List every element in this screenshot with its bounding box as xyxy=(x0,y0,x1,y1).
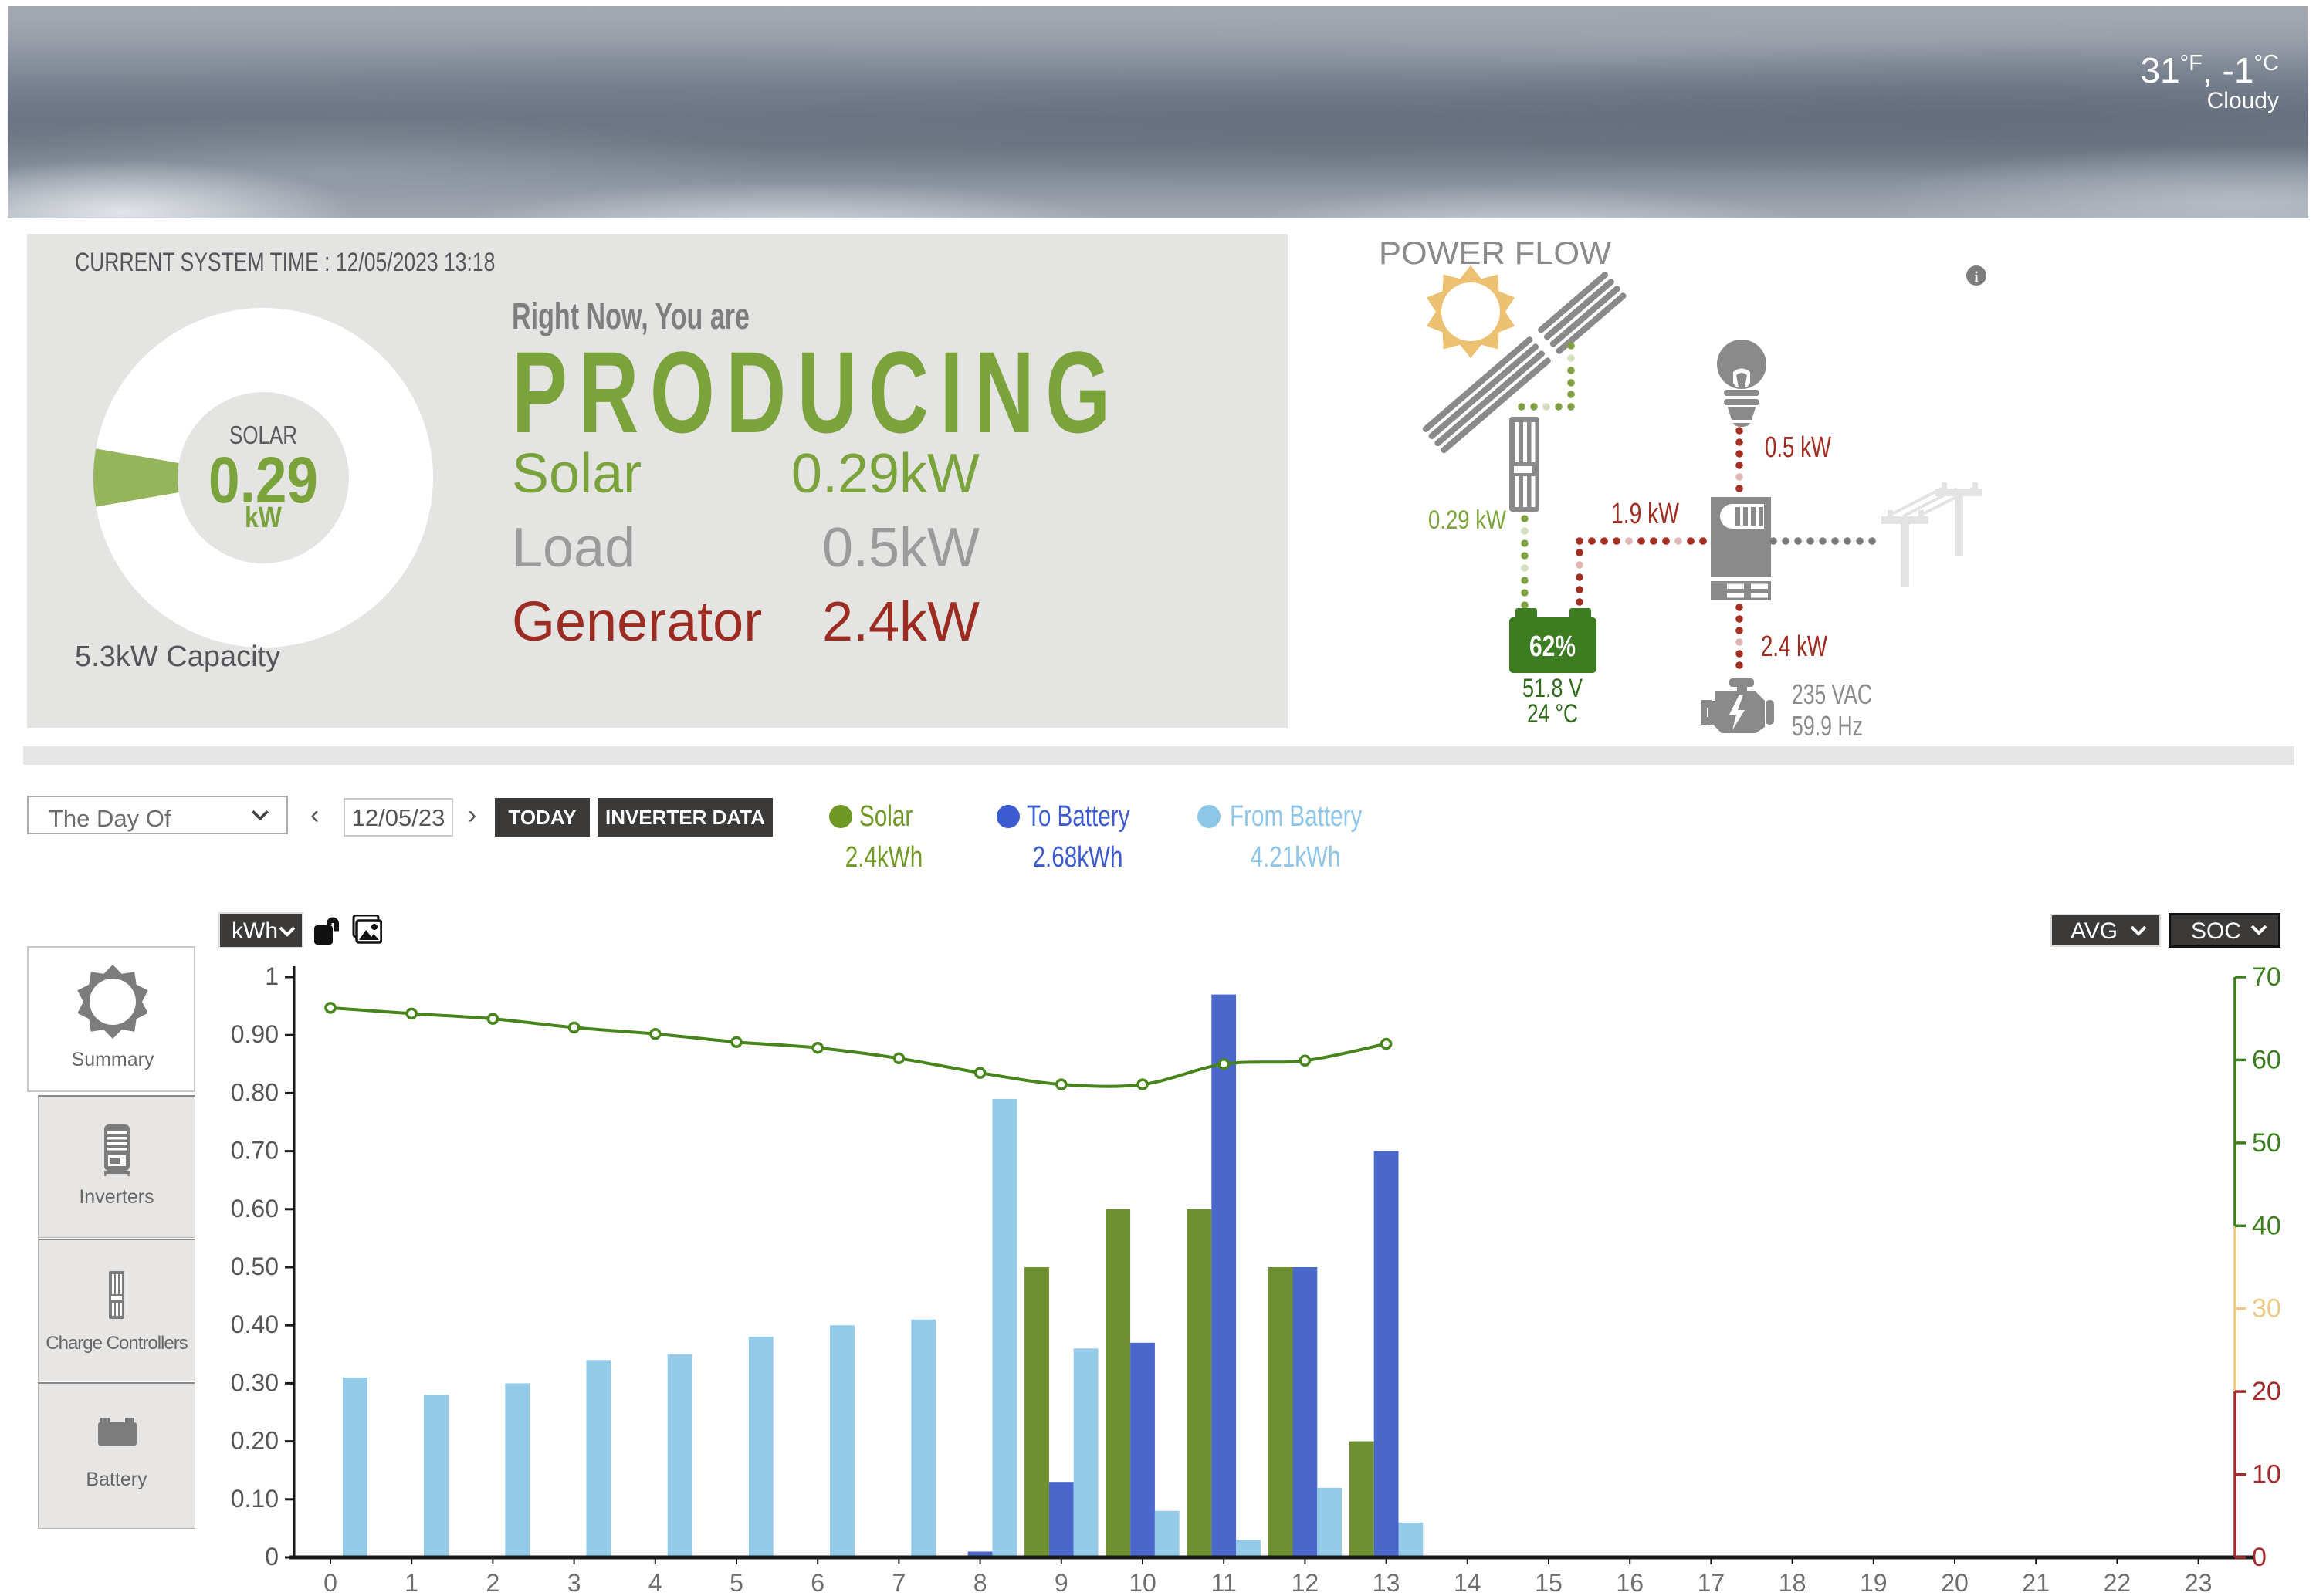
svg-text:0: 0 xyxy=(265,1543,279,1571)
svg-text:0.40: 0.40 xyxy=(232,1310,279,1338)
svg-text:1: 1 xyxy=(405,1569,418,1596)
svg-text:19: 19 xyxy=(1860,1569,1888,1596)
svg-text:Summary: Summary xyxy=(72,1049,154,1070)
svg-text:235 VAC: 235 VAC xyxy=(1792,678,1872,710)
svg-text:18: 18 xyxy=(1779,1569,1806,1596)
svg-text:1.9 kW: 1.9 kW xyxy=(1611,498,1679,530)
svg-text:9: 9 xyxy=(1055,1569,1068,1596)
svg-text:Inverters: Inverters xyxy=(79,1186,154,1208)
svg-text:Charge Controllers: Charge Controllers xyxy=(46,1333,188,1354)
svg-text:23: 23 xyxy=(2185,1569,2213,1596)
svg-text:0.10: 0.10 xyxy=(232,1485,279,1513)
svg-text:20: 20 xyxy=(1941,1569,1969,1596)
svg-text:21: 21 xyxy=(2022,1569,2050,1596)
svg-text:i: i xyxy=(1974,269,1978,286)
svg-text:30: 30 xyxy=(2252,1294,2281,1324)
svg-text:0.60: 0.60 xyxy=(232,1195,279,1222)
svg-text:0.80: 0.80 xyxy=(232,1078,279,1106)
svg-text:4: 4 xyxy=(648,1569,662,1596)
svg-text:POWER FLOW: POWER FLOW xyxy=(1379,235,1611,271)
svg-text:16: 16 xyxy=(1616,1569,1644,1596)
svg-text:70: 70 xyxy=(2252,962,2281,992)
svg-text:SOLAR: SOLAR xyxy=(229,421,297,449)
svg-text:10: 10 xyxy=(1129,1569,1156,1596)
svg-text:5: 5 xyxy=(730,1569,743,1596)
svg-text:22: 22 xyxy=(2104,1569,2131,1596)
svg-text:62%: 62% xyxy=(1529,631,1576,663)
svg-text:0.30: 0.30 xyxy=(232,1368,279,1396)
svg-text:0.50: 0.50 xyxy=(232,1253,279,1280)
svg-text:13: 13 xyxy=(1373,1569,1400,1596)
svg-text:12: 12 xyxy=(1292,1569,1319,1596)
svg-text:14: 14 xyxy=(1454,1569,1481,1596)
svg-text:17: 17 xyxy=(1698,1569,1725,1596)
svg-text:15: 15 xyxy=(1535,1569,1563,1596)
svg-text:24 °C: 24 °C xyxy=(1527,699,1578,729)
svg-text:0.70: 0.70 xyxy=(232,1137,279,1165)
svg-text:0: 0 xyxy=(323,1569,337,1596)
svg-text:60: 60 xyxy=(2252,1045,2281,1074)
svg-text:0.5 kW: 0.5 kW xyxy=(1765,431,1831,464)
svg-text:7: 7 xyxy=(892,1569,906,1596)
svg-text:59.9 Hz: 59.9 Hz xyxy=(1792,710,1863,742)
svg-text:50: 50 xyxy=(2252,1128,2281,1158)
svg-text:10: 10 xyxy=(2252,1460,2281,1489)
svg-text:kW: kW xyxy=(245,502,282,534)
svg-text:40: 40 xyxy=(2252,1211,2281,1240)
svg-text:Battery: Battery xyxy=(86,1469,147,1490)
svg-text:0: 0 xyxy=(2252,1543,2267,1572)
svg-text:8: 8 xyxy=(973,1569,987,1596)
svg-text:6: 6 xyxy=(811,1569,824,1596)
svg-text:2: 2 xyxy=(486,1569,500,1596)
svg-text:2.4 kW: 2.4 kW xyxy=(1761,631,1827,663)
svg-text:0.90: 0.90 xyxy=(232,1020,279,1048)
svg-text:0.29 kW: 0.29 kW xyxy=(1428,506,1506,535)
svg-text:11: 11 xyxy=(1211,1569,1237,1596)
svg-text:1: 1 xyxy=(265,962,279,990)
svg-text:3: 3 xyxy=(567,1569,581,1596)
svg-text:20: 20 xyxy=(2252,1377,2281,1406)
svg-text:0.20: 0.20 xyxy=(232,1427,279,1455)
svg-text:0.29: 0.29 xyxy=(208,444,318,516)
svg-text:51.8 V: 51.8 V xyxy=(1522,674,1583,703)
